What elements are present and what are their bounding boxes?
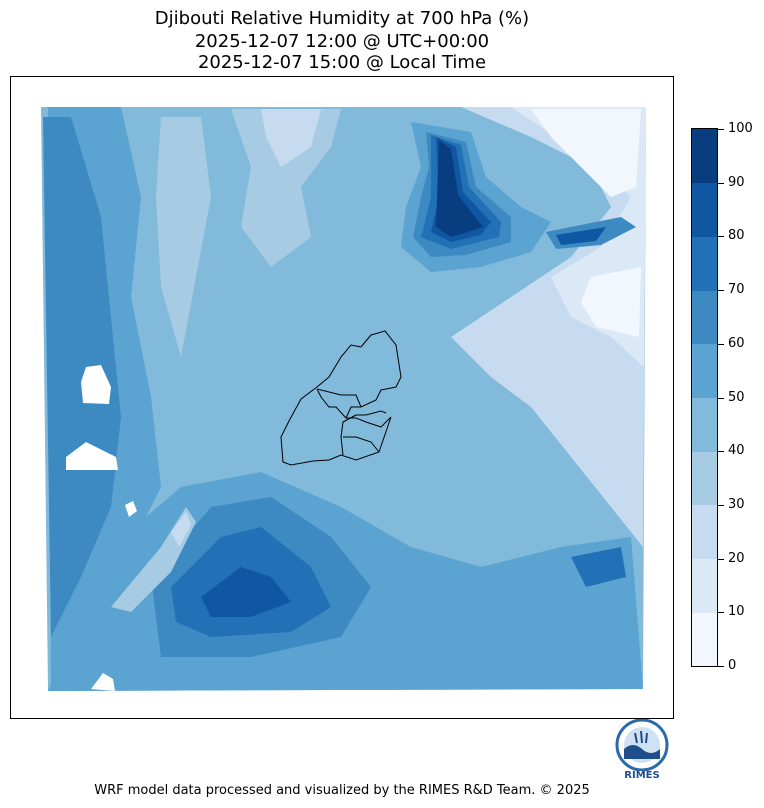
colorbar-tick — [718, 182, 724, 184]
moist-band-east-core — [556, 227, 606, 245]
moist-cluster-north-max — [436, 140, 483, 237]
colorbar-segment — [692, 182, 717, 237]
djibouti-borders — [280, 330, 402, 466]
rimes-emblem-icon — [615, 718, 669, 772]
colorbar-tick-label: 30 — [728, 496, 745, 512]
colorbar-segment — [692, 504, 717, 560]
colorbar-tick — [718, 290, 724, 292]
no-data-patch-3 — [125, 501, 137, 517]
map-subtitle-utc: 2025-12-07 12:00 @ UTC+00:00 — [194, 31, 490, 52]
colorbar-tick-label: 50 — [728, 389, 745, 405]
colorbar-segment — [692, 397, 717, 452]
dry-band-north-core — [261, 109, 321, 167]
colorbar — [691, 128, 718, 667]
colorbar-tick-label: 70 — [728, 282, 745, 298]
humidity-map — [41, 107, 646, 691]
colorbar-tick-label: 100 — [728, 121, 753, 136]
dry-strip-west — [156, 117, 211, 357]
dry-zone-northeast — [451, 107, 646, 547]
colorbar-tick-label: 90 — [728, 174, 745, 190]
colorbar-tick — [718, 451, 724, 453]
colorbar-tick — [718, 666, 724, 667]
colorbar-segment — [692, 343, 717, 398]
colorbar-tick — [718, 236, 724, 238]
moist-region-south-peak — [201, 567, 291, 617]
colorbar-segment — [692, 612, 717, 666]
rimes-logo: RIMES — [611, 718, 673, 785]
colorbar-tick — [718, 343, 724, 345]
colorbar-tick-label: 60 — [728, 335, 745, 351]
colorbar-tick-label: 10 — [728, 604, 745, 620]
map-panel: RIMES — [10, 76, 674, 781]
map-subtitle-local: 2025-12-07 15:00 @ Local Time — [197, 52, 487, 73]
no-data-patch-2 — [66, 442, 118, 470]
map-title: Djibouti Relative Humidity at 700 hPa (%… — [154, 8, 530, 29]
colorbar-tick-label: 80 — [728, 228, 745, 244]
footer-credit: WRF model data processed and visualized … — [94, 783, 590, 798]
colorbar-tick — [718, 504, 724, 506]
dry-band-north — [231, 109, 341, 267]
rimes-logo-text: RIMES — [624, 770, 660, 781]
very-dry-zone-east — [581, 267, 641, 337]
colorbar-segment — [692, 236, 717, 291]
no-data-patch-4 — [91, 673, 115, 691]
colorbar-segment — [692, 558, 717, 613]
no-data-patch-1 — [81, 365, 111, 404]
colorbar-segment — [692, 290, 717, 345]
colorbar-segment — [692, 129, 717, 184]
colorbar-tick-label: 40 — [728, 443, 745, 459]
very-dry-zone-northeast — [531, 109, 641, 197]
colorbar-tick — [718, 397, 724, 399]
moist-cell-southeast — [571, 547, 626, 587]
colorbar-tick — [718, 558, 724, 560]
moist-band-west-core — [43, 117, 121, 637]
colorbar-tick — [718, 612, 724, 614]
colorbar-tick-label: 0 — [728, 658, 737, 673]
colorbar-tick — [718, 129, 724, 130]
colorbar-tick-label: 20 — [728, 550, 745, 566]
dry-streak-southwest-core — [171, 512, 191, 547]
colorbar-segment — [692, 451, 717, 506]
